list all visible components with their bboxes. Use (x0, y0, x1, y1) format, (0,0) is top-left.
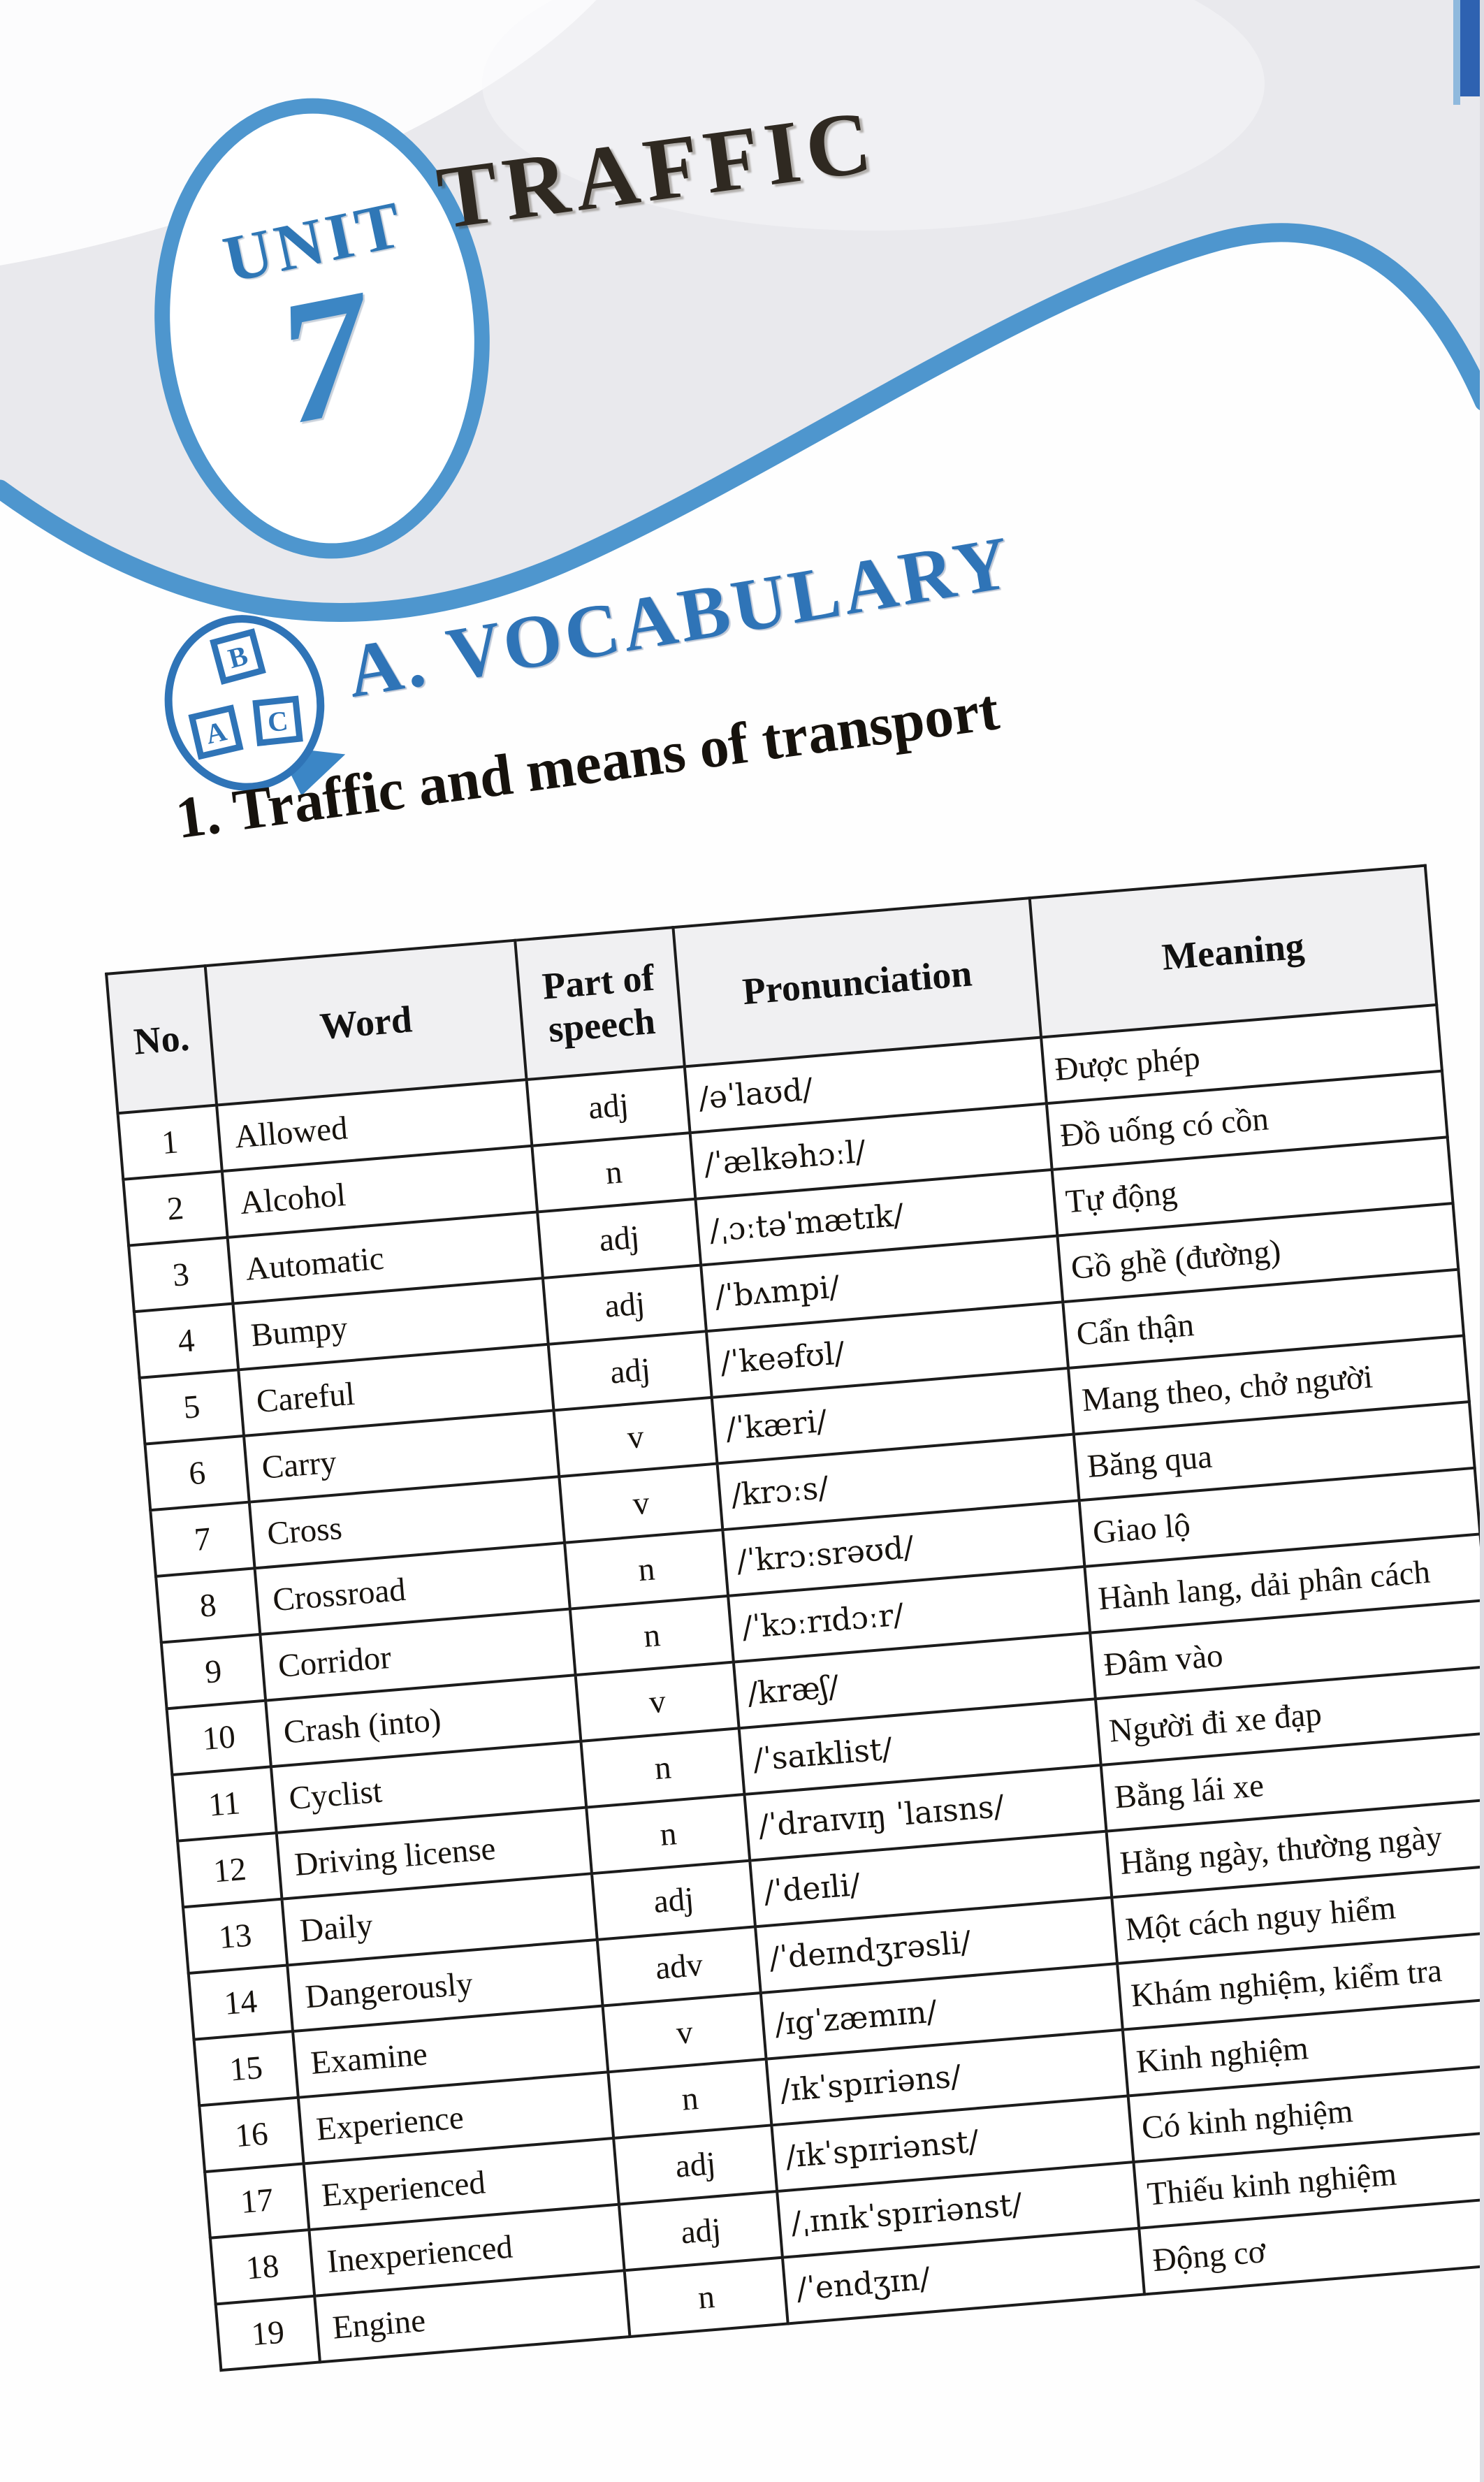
cell-no: 18 (210, 2230, 315, 2305)
cell-no: 3 (129, 1237, 233, 1312)
cell-pos: n (565, 1530, 729, 1609)
cell-pos: n (581, 1728, 745, 1808)
cell-no: 15 (194, 2031, 298, 2106)
cell-no: 1 (117, 1105, 222, 1180)
cell-no: 12 (177, 1833, 282, 1908)
cell-pos: adv (597, 1926, 762, 2006)
cell-no: 9 (161, 1634, 266, 1709)
cell-no: 7 (150, 1502, 255, 1576)
cell-pos: adj (592, 1860, 756, 1940)
cell-pos: n (569, 1595, 734, 1676)
vocab-table-sheet: No. Word Part of speech Pronunciation Me… (105, 864, 1484, 2372)
abc-block-c: C (252, 695, 303, 747)
cell-no: 14 (188, 1965, 293, 2040)
corner-light-edge (1453, 0, 1460, 105)
cell-pos: v (602, 1992, 766, 2073)
cell-pos: adj (613, 2125, 778, 2205)
cell-pos: adj (537, 1198, 701, 1279)
cell-no: 11 (172, 1766, 277, 1841)
cell-pos: adj (548, 1331, 713, 1411)
cell-no: 10 (166, 1700, 271, 1775)
cell-pos: n (608, 2059, 772, 2138)
col-header-part-of-speech: Part of speech (515, 927, 685, 1080)
cell-no: 19 (215, 2295, 321, 2371)
col-header-no: No. (106, 966, 217, 1114)
cell-pos: v (553, 1397, 718, 1477)
cell-pos: adj (543, 1265, 707, 1344)
vocab-table: No. Word Part of speech Pronunciation Me… (105, 864, 1484, 2372)
col-header-word: Word (205, 940, 527, 1105)
header-blue-swoosh (0, 223, 1484, 623)
cell-pos: adj (526, 1066, 690, 1146)
cell-no: 13 (182, 1899, 288, 1974)
cell-pos: adj (619, 2191, 783, 2271)
cell-no: 16 (199, 2097, 304, 2172)
cell-no: 8 (156, 1568, 261, 1643)
unit-number: 7 (263, 252, 387, 462)
cell-pos: v (575, 1662, 740, 1741)
cell-pos: n (624, 2257, 789, 2337)
cell-no: 17 (205, 2163, 310, 2238)
cell-pos: n (532, 1133, 696, 1212)
cell-no: 5 (139, 1370, 245, 1444)
cell-pos: v (559, 1463, 723, 1543)
cell-no: 6 (145, 1435, 249, 1511)
cell-no: 2 (123, 1171, 228, 1246)
header-white-glow (482, 0, 1265, 231)
page-scan-edge (1480, 0, 1484, 2482)
cell-no: 4 (133, 1303, 239, 1378)
cell-pos: n (586, 1794, 750, 1874)
vocab-table-body: 1 Allowed adj/əˈlaʊd/Được phép 2 Alcohol n/ˈæ… (117, 1004, 1484, 2371)
header-white-sweep (0, 0, 652, 284)
